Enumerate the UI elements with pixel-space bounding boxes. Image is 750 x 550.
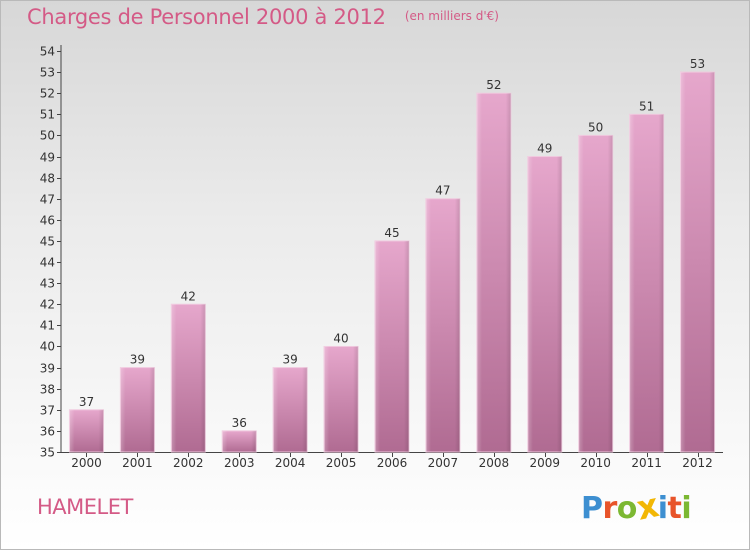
y-tick-label: 46 [40,214,55,228]
y-tick-label: 38 [40,383,55,397]
value-label: 47 [435,184,450,198]
y-tick-label: 37 [40,404,55,418]
x-tick-label: 2005 [326,456,357,470]
chart-unit-label: (en milliers d'€) [404,9,499,23]
y-tick-label: 54 [40,45,55,59]
bar-shading [527,156,562,453]
x-tick-label: 2004 [275,456,306,470]
logo-letter: o [616,491,638,526]
value-label: 45 [384,226,399,240]
value-label: 51 [639,99,654,113]
bar-shading [324,346,359,452]
chart-title: Charges de Personnel 2000 à 2012 [27,5,386,29]
x-tick-label: 2003 [224,456,255,470]
bar-shading [273,367,308,452]
data-labels: 37 39 42 36 39 40 45 47 52 49 50 51 53 [79,57,705,430]
y-tick-label: 52 [40,87,55,101]
bar-shading [680,72,715,453]
bar-shading [578,135,613,452]
value-label: 40 [333,331,348,345]
y-tick-label: 41 [40,319,55,333]
value-label: 49 [537,142,552,156]
value-label: 39 [130,353,145,367]
y-tick-label: 51 [40,108,55,122]
y-tick-label: 48 [40,172,55,186]
value-label: 37 [79,395,94,409]
title-block: Charges de Personnel 2000 à 2012 (en mil… [27,5,499,29]
bars [68,71,716,453]
y-tick-label: 39 [40,362,55,376]
logo-letter: i [657,491,668,526]
y-tick-label: 40 [40,340,55,354]
y-tick-label: 35 [40,446,55,460]
bar-shading [222,430,257,452]
logo-letter: t [667,491,682,526]
x-tick-label: 2001 [122,456,153,470]
bar-shading [69,409,104,452]
bar-shading [375,240,409,452]
logo-letter: P [581,491,603,526]
y-tick-label: 36 [40,425,55,439]
x-tick-label: 2008 [479,456,510,470]
x-tick-label: 2006 [377,456,408,470]
y-tick-label: 43 [40,277,55,291]
x-tick-label: 2011 [631,456,662,470]
y-tick-label: 44 [40,256,55,270]
value-label: 42 [181,289,196,303]
x-tick-label: 2002 [173,456,204,470]
logo-letter: i [681,491,692,526]
y-tick-label: 45 [40,235,55,249]
value-label: 36 [232,416,247,430]
bar-shading [476,93,511,453]
y-axis: 35 36 37 38 39 40 41 42 43 44 45 46 47 48 49 50 51 52 53 54 [40,45,62,460]
x-axis: 2000 2001 2002 2003 2004 2005 2006 2007 2008 2009… [61,452,723,470]
bar-shading [120,367,155,452]
bar-shading [425,198,460,452]
value-label: 39 [283,353,298,367]
value-label: 52 [486,78,501,92]
x-tick-label: 2000 [71,456,102,470]
logo-letter: r [602,491,618,526]
value-label: 50 [588,120,603,134]
x-tick-label: 2009 [529,456,560,470]
y-tick-label: 47 [40,193,55,207]
value-label: 53 [690,57,705,71]
y-tick-label: 49 [40,151,55,165]
proxiti-logo[interactable]: Proxiti [581,485,692,527]
x-tick-label: 2007 [428,456,459,470]
x-tick-label: 2012 [682,456,713,470]
y-tick-label: 50 [40,129,55,143]
bar-shading [629,114,664,452]
bar-shading [171,304,206,452]
y-tick-label: 53 [40,66,55,80]
commune-name: HAMELET [37,495,133,519]
x-tick-label: 2010 [580,456,611,470]
y-tick-label: 42 [40,298,55,312]
